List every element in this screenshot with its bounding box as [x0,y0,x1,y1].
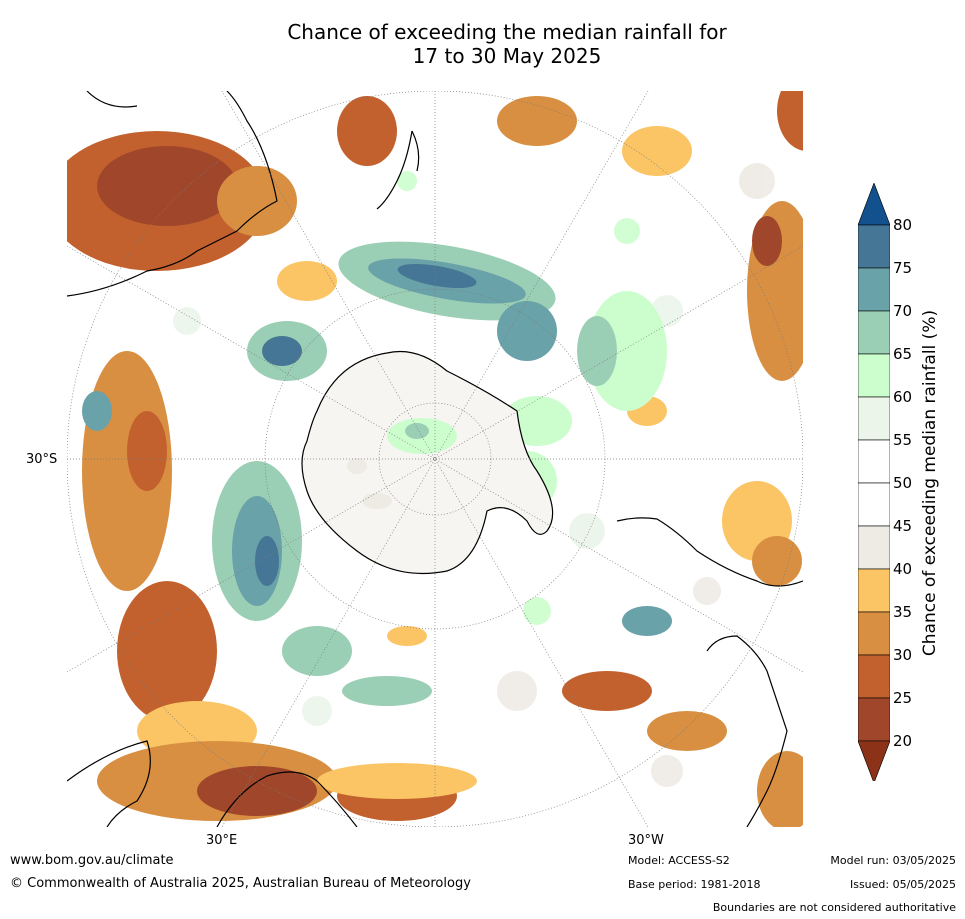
colorbar-over-triangle [858,183,890,226]
colorbar-segment-75-80 [858,224,890,269]
colorbar-tick-30: 30 [893,646,913,664]
colorbar-tick-45: 45 [893,517,913,535]
colorbar-tick-50: 50 [893,474,913,492]
colorbar-segment-50-55 [858,439,890,484]
colorbar [858,183,890,781]
colorbar-segment-55-60 [858,396,890,441]
colorbar-segment-40-45 [858,525,890,570]
colorbar-tick-40: 40 [893,560,913,578]
model-name: Model: ACCESS-S2 [628,854,730,867]
antarctica [301,350,554,575]
colorbar-segment-65-70 [858,310,890,355]
colorbar-tick-25: 25 [893,689,913,707]
colorbar-tick-35: 35 [893,603,913,621]
colorbar-segment-60-65 [858,353,890,398]
coastlines [67,91,803,827]
colorbar-tick-75: 75 [893,259,913,277]
colorbar-segment-25-30 [858,654,890,699]
title-line-2: 17 to 30 May 2025 [412,44,602,68]
colorbar-title: Chance of exceeding median rainfall (%) [920,309,940,657]
lon-label-30w: 30°W [628,833,664,848]
colorbar-segment-70-75 [858,267,890,312]
copyright-text: © Commonwealth of Australia 2025, Austra… [10,876,471,891]
colorbar-tick-80: 80 [893,216,913,234]
title-line-1: Chance of exceeding the median rainfall … [287,20,727,44]
colorbar-tick-20: 20 [893,732,913,750]
colorbar-tick-55: 55 [893,431,913,449]
boundaries-disclaimer: Boundaries are not considered authoritat… [712,901,956,914]
model-run-date: Model run: 03/05/2025 [830,854,956,867]
colorbar-tick-65: 65 [893,345,913,363]
colorbar-segment-30-35 [858,611,890,656]
website-link[interactable]: www.bom.gov.au/climate [10,853,174,868]
rainfall-probability-map [67,91,803,827]
colorbar-tick-60: 60 [893,388,913,406]
colorbar-under-triangle [858,740,890,781]
colorbar-segment-35-40 [858,568,890,613]
colorbar-segment-45-50 [858,482,890,527]
wet-regions [82,241,672,706]
colorbar-tick-70: 70 [893,302,913,320]
lon-label-30e: 30°E [206,833,238,848]
lat-label-30s: 30°S [26,452,58,467]
map-title: Chance of exceeding the median rainfall … [0,20,965,68]
issued-date: Issued: 05/05/2025 [849,878,956,891]
base-period: Base period: 1981-2018 [628,878,761,891]
graticule [67,91,803,827]
colorbar-segment-20-25 [858,697,890,742]
